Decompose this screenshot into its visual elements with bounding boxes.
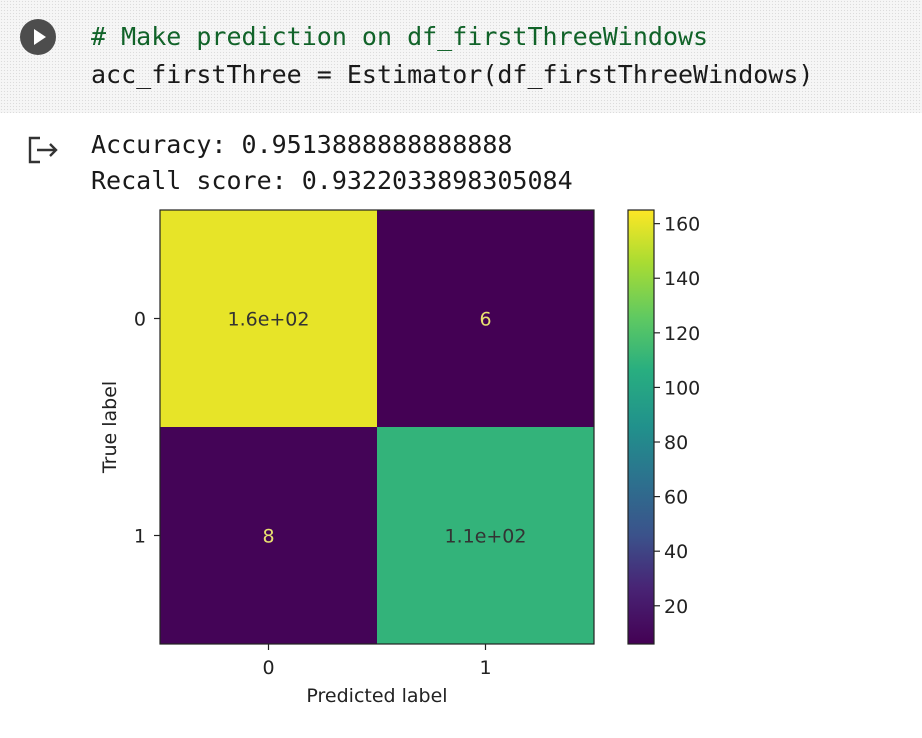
matrix-cell bbox=[160, 427, 377, 644]
recall-output: Recall score: 0.9322033898305084 bbox=[91, 166, 573, 195]
colorbar-tick-label: 20 bbox=[664, 596, 688, 618]
y-tick-label: 1 bbox=[134, 526, 146, 548]
play-icon bbox=[34, 29, 46, 45]
matrix-cell bbox=[160, 210, 377, 427]
colorbar-tick-label: 40 bbox=[664, 541, 688, 563]
matrix-cell-label: 1.1e+02 bbox=[444, 526, 526, 548]
code-line-statement: acc_firstThree = Estimator(df_firstThree… bbox=[91, 60, 814, 89]
colorbar-tick-label: 60 bbox=[664, 487, 688, 509]
colorbar bbox=[627, 209, 655, 645]
matrix-cell-label: 1.6e+02 bbox=[227, 309, 309, 331]
matrix-cell bbox=[377, 427, 594, 644]
accuracy-output: Accuracy: 0.9513888888888888 bbox=[91, 130, 513, 159]
code-line-comment: # Make prediction on df_firstThreeWindow… bbox=[91, 22, 709, 51]
output-arrow-icon[interactable] bbox=[26, 134, 62, 166]
code-cell[interactable]: # Make prediction on df_firstThreeWindow… bbox=[0, 0, 922, 113]
x-axis-label: Predicted label bbox=[306, 685, 447, 707]
colorbar-tick-label: 100 bbox=[664, 377, 700, 399]
colorbar-tick-label: 120 bbox=[664, 323, 700, 345]
cell-output-text: Accuracy: 0.9513888888888888 Recall score… bbox=[91, 127, 573, 199]
colorbar-tick-label: 80 bbox=[664, 432, 688, 454]
matrix-cell-label: 8 bbox=[262, 526, 274, 548]
x-tick-label: 1 bbox=[479, 657, 491, 679]
matrix-cell-label: 6 bbox=[479, 309, 491, 331]
colorbar-tick-label: 140 bbox=[664, 268, 700, 290]
x-tick-label: 0 bbox=[262, 657, 274, 679]
y-tick-label: 0 bbox=[134, 309, 146, 331]
y-axis-label: True label bbox=[99, 381, 121, 474]
code-editor[interactable]: # Make prediction on df_firstThreeWindow… bbox=[91, 18, 813, 94]
plot-frame bbox=[159, 209, 595, 645]
colorbar-tick-label: 160 bbox=[664, 214, 700, 236]
run-cell-button[interactable] bbox=[20, 19, 56, 55]
matrix-cell bbox=[377, 210, 594, 427]
